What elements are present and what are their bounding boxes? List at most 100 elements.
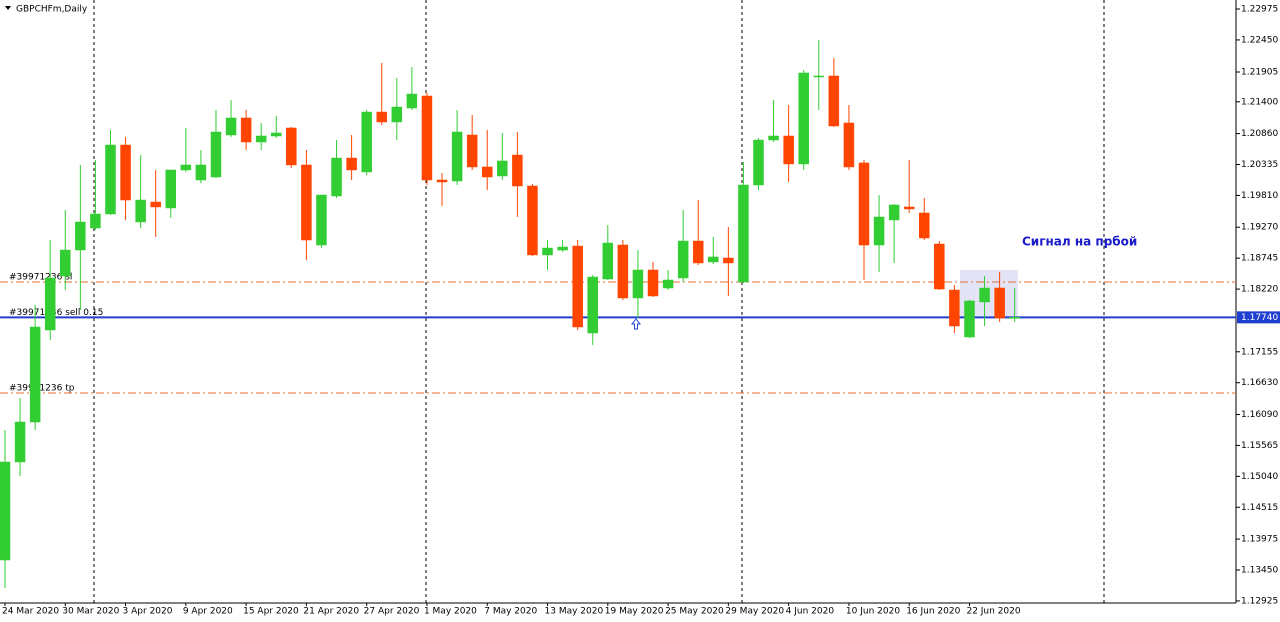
- candle-body: [858, 162, 870, 246]
- x-tick-label: 25 May 2020: [665, 607, 724, 617]
- candle-body: [692, 240, 704, 264]
- chart-title: GBPCHFm,Daily: [16, 5, 88, 15]
- candle-body: [14, 421, 26, 463]
- candle-body: [271, 132, 282, 137]
- candle-body: [406, 93, 418, 109]
- candle-body: [527, 185, 538, 256]
- y-tick-label: 1.13450: [1241, 566, 1278, 576]
- annotation: Сигнал на прбой: [1022, 235, 1137, 249]
- candle-body: [512, 154, 523, 187]
- signal-arrow: [630, 318, 642, 330]
- candle-body: [708, 256, 719, 263]
- candle-body: [60, 249, 71, 277]
- candle-body: [557, 246, 568, 251]
- y-tick-label: 1.14515: [1241, 503, 1278, 513]
- candle-body: [632, 269, 644, 299]
- x-tick-label: 13 May 2020: [545, 607, 604, 617]
- candle-body: [602, 242, 614, 280]
- order-label: #39971236 tp: [9, 383, 75, 393]
- menu-triangle[interactable]: [5, 6, 11, 10]
- candle-body: [738, 184, 749, 283]
- candle-body: [120, 144, 131, 201]
- x-tick-label: 21 Apr 2020: [303, 607, 359, 617]
- candle-body: [934, 243, 945, 290]
- x-tick-label: 19 May 2020: [605, 607, 664, 617]
- candle-body: [90, 213, 101, 229]
- candle-body: [331, 157, 342, 197]
- candle-body: [677, 240, 689, 279]
- x-tick-label: 15 Apr 2020: [243, 607, 299, 617]
- y-tick-label: 1.15040: [1241, 472, 1278, 482]
- x-tick-label: 22 Jun 2020: [966, 607, 1020, 617]
- candle-body: [0, 461, 11, 561]
- candle-body: [466, 134, 478, 168]
- y-tick-label: 1.16630: [1241, 378, 1278, 388]
- candle-body: [481, 166, 493, 178]
- x-tick-label: 9 Apr 2020: [183, 607, 233, 617]
- y-tick-label: 1.16090: [1241, 410, 1278, 420]
- order-label: #39971236 sl: [9, 273, 72, 283]
- candle-body: [979, 287, 990, 303]
- candle-body: [135, 199, 146, 223]
- x-tick-label: 1 May 2020: [424, 607, 477, 617]
- y-tick-label: 1.21905: [1241, 68, 1278, 78]
- bid-box: [1237, 311, 1280, 324]
- candle-body: [1009, 317, 1020, 319]
- x-tick-label: 27 Apr 2020: [364, 607, 420, 617]
- y-tick-label: 1.19810: [1241, 191, 1278, 201]
- x-tick-label: 10 Jun 2020: [846, 607, 900, 617]
- y-tick-label: 1.22975: [1241, 5, 1278, 15]
- candle-body: [783, 135, 794, 165]
- candle-body: [964, 300, 975, 338]
- candle-body: [497, 160, 508, 177]
- candle-body: [994, 287, 1005, 319]
- candle-body: [647, 269, 659, 297]
- candle-body: [316, 194, 327, 246]
- candle-body: [44, 277, 56, 331]
- candle-body: [346, 157, 357, 171]
- x-tick-label: 29 May 2020: [725, 607, 784, 617]
- candle-body: [949, 289, 960, 327]
- candle-body: [301, 164, 312, 241]
- y-tick-label: 1.22450: [1241, 35, 1278, 45]
- candle-body: [662, 279, 674, 289]
- y-tick-label: 1.18745: [1241, 254, 1278, 264]
- candle-body: [210, 131, 222, 178]
- candle-body: [436, 179, 448, 183]
- y-tick-label: 1.17155: [1241, 347, 1278, 357]
- candle-body: [376, 111, 387, 123]
- candle-body: [105, 144, 116, 215]
- bid-label: 1.17740: [1241, 313, 1278, 323]
- candle-body: [798, 72, 809, 165]
- candle-body: [180, 164, 192, 171]
- candle-body: [75, 221, 86, 251]
- x-tick-label: 3 Apr 2020: [123, 607, 173, 617]
- candle-body: [843, 122, 855, 168]
- x-tick-label: 24 Mar 2020: [2, 607, 59, 617]
- candle-body: [873, 216, 885, 246]
- candle-body: [240, 117, 252, 143]
- candle-body: [255, 135, 267, 143]
- period-separators: [93, 0, 1105, 603]
- y-tick-label: 1.18220: [1241, 285, 1278, 295]
- candle-body: [723, 257, 734, 264]
- candle-body: [768, 135, 779, 141]
- candle-body: [888, 204, 900, 221]
- candle-body: [451, 131, 463, 182]
- candle-body: [813, 75, 825, 78]
- x-tick-label: 16 Jun 2020: [906, 607, 960, 617]
- candle-body: [903, 206, 915, 210]
- candle-body: [542, 247, 553, 256]
- candle-body: [828, 75, 840, 127]
- y-tick-label: 1.13975: [1241, 535, 1278, 545]
- candle-body: [572, 245, 583, 328]
- candle-body: [165, 169, 177, 209]
- y-tick-label: 1.19270: [1241, 223, 1278, 233]
- y-tick-label: 1.20335: [1241, 160, 1278, 170]
- x-tick-label: 30 Mar 2020: [62, 607, 119, 617]
- order-label: #39971236 sell 0.15: [9, 308, 103, 318]
- y-tick-label: 1.20860: [1241, 129, 1278, 139]
- candle-body: [617, 244, 629, 299]
- x-tick-label: 4 Jun 2020: [786, 607, 835, 617]
